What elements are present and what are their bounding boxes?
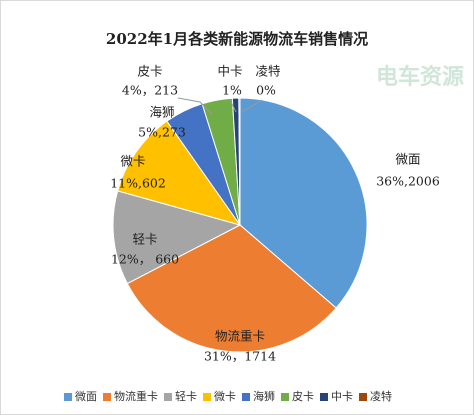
slice-name-label: 皮卡 xyxy=(137,64,162,79)
slice-name-label: 凌特 xyxy=(255,64,280,79)
legend-swatch xyxy=(359,393,367,401)
leader-line xyxy=(229,99,237,113)
legend-label: 海狮 xyxy=(253,389,275,403)
slice-name-label: 物流重卡 xyxy=(215,329,265,344)
slice-name-label: 微卡 xyxy=(120,154,145,169)
legend-label: 微卡 xyxy=(214,389,236,403)
legend-swatch xyxy=(320,393,328,401)
legend-swatch xyxy=(103,393,111,401)
legend-label: 中卡 xyxy=(331,390,353,403)
pie-slice xyxy=(112,190,242,285)
pie-slice xyxy=(238,97,241,226)
slice-value-label: 31%，1714 xyxy=(204,349,276,364)
legend-swatch xyxy=(64,393,72,401)
slice-value-label: 11%,602 xyxy=(110,176,166,191)
legend-label: 皮卡 xyxy=(292,390,314,403)
watermark: 电车资源 xyxy=(376,64,464,90)
legend-label: 物流重卡 xyxy=(114,389,158,403)
slice-value-label: 1% xyxy=(222,83,242,98)
pie-slice xyxy=(117,120,242,226)
slice-name-label: 海狮 xyxy=(149,105,174,120)
slice-value-label: 4%，213 xyxy=(122,83,178,98)
chart-title: 2022年1月各类新能源物流车销售情况 xyxy=(106,30,368,48)
slice-value-label: 12%， 660 xyxy=(111,252,179,267)
legend-label: 凌特 xyxy=(370,389,392,403)
leader-line xyxy=(241,99,263,113)
legend-swatch xyxy=(242,393,250,401)
legend-label: 轻卡 xyxy=(175,389,197,403)
slice-name-label: 中卡 xyxy=(217,64,242,79)
slice-name-label: 轻卡 xyxy=(132,232,157,247)
slice-value-label: 0% xyxy=(256,83,276,98)
slice-value-label: 5%,273 xyxy=(138,125,186,140)
legend-swatch xyxy=(203,393,211,401)
pie-slice xyxy=(239,97,368,309)
legend-label: 微面 xyxy=(75,389,97,403)
legend-swatch xyxy=(281,393,289,401)
slice-name-label: 微面 xyxy=(395,152,420,167)
pie xyxy=(112,97,368,353)
slice-value-label: 36%,2006 xyxy=(376,174,440,189)
legend-swatch xyxy=(164,393,172,401)
leader-line xyxy=(177,97,213,115)
